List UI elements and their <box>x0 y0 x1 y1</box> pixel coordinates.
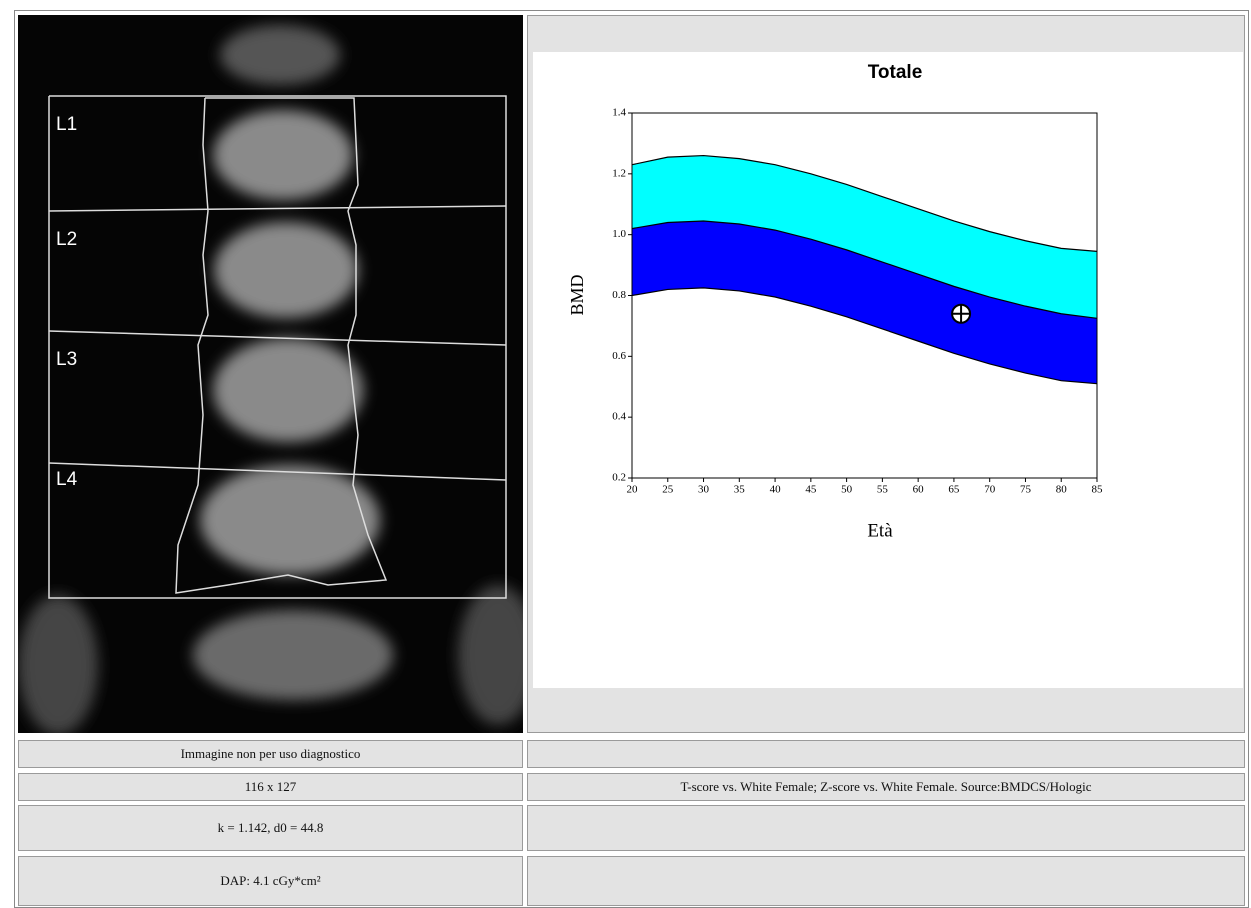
x-tick-label: 70 <box>984 484 996 496</box>
y-tick-label: 0.6 <box>612 350 626 362</box>
right-cell: T-score vs. White Female; Z-score vs. Wh… <box>527 773 1245 801</box>
x-tick-label: 50 <box>841 484 853 496</box>
x-tick-label: 80 <box>1056 484 1068 496</box>
x-tick-label: 40 <box>770 484 782 496</box>
left-cell: Immagine non per uso diagnostico <box>18 740 523 768</box>
x-tick-label: 35 <box>734 484 746 496</box>
right-cell <box>527 740 1245 768</box>
y-tick-label: 0.4 <box>612 411 626 423</box>
x-axis-label: Età <box>867 520 893 541</box>
vertebra-label: L2 <box>56 229 77 250</box>
left-cell: 116 x 127 <box>18 773 523 801</box>
x-tick-label: 30 <box>698 484 710 496</box>
x-tick-label: 20 <box>627 484 639 496</box>
right-cell <box>527 805 1245 851</box>
vertebra-label: L3 <box>56 349 77 370</box>
report: L1 L2 L3 L4 Totale Età BMD 0.2 0.4 0.6 0.8 1.0 1… <box>0 0 1251 908</box>
right-cell <box>527 856 1245 906</box>
vertebra-label: L4 <box>56 469 78 490</box>
x-tick-label: 65 <box>948 484 960 496</box>
x-tick-label: 25 <box>662 484 674 496</box>
bmd-chart: Totale Età BMD 0.2 0.4 0.6 0.8 1.0 1.2 1.4 20 25… <box>527 50 1247 690</box>
y-tick-label: 0.8 <box>612 289 626 301</box>
x-tick-label: 55 <box>877 484 889 496</box>
y-tick-label: 1.4 <box>612 107 626 119</box>
x-tick-label: 75 <box>1020 484 1032 496</box>
x-tick-label: 85 <box>1092 484 1104 496</box>
chart-title: Totale <box>868 62 923 83</box>
y-tick-label: 1.0 <box>612 228 626 240</box>
spine-image: L1 L2 L3 L4 <box>18 15 523 733</box>
y-axis-label: BMD <box>567 274 587 315</box>
x-tick-label: 45 <box>805 484 817 496</box>
left-cell: DAP: 4.1 cGy*cm² <box>18 856 523 906</box>
x-tick-label: 60 <box>913 484 925 496</box>
left-cell: k = 1.142, d0 = 44.8 <box>18 805 523 851</box>
y-tick-label: 0.2 <box>612 472 626 484</box>
y-tick-label: 1.2 <box>612 167 626 179</box>
vertebra-label: L1 <box>56 114 77 135</box>
